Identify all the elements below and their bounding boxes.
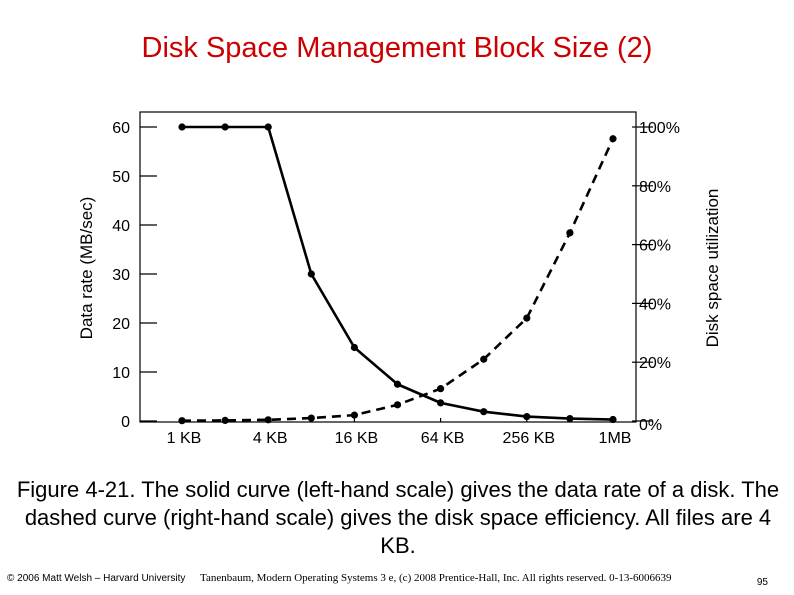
right-tick-label: 80% xyxy=(639,179,671,196)
data-point xyxy=(437,385,445,393)
chart: 0 10 20 30 40 50 60 0% 20% 40% 60% 80% 100% 1 KB 4 K… xyxy=(77,111,722,447)
left-tick-label: 30 xyxy=(112,267,130,284)
data-point xyxy=(566,414,574,423)
x-tick-label: 1MB xyxy=(599,430,632,447)
data-point xyxy=(609,135,617,143)
data-point xyxy=(307,414,315,422)
data-point xyxy=(437,399,445,407)
series-data-rate xyxy=(178,123,617,424)
plot-frame xyxy=(139,111,637,423)
left-tick-label: 10 xyxy=(112,365,130,382)
x-axis-ticks: 1 KB 4 KB 16 KB 64 KB 256 KB 1MB xyxy=(167,418,632,447)
left-tick-label: 50 xyxy=(112,169,130,186)
utilization-line xyxy=(181,138,615,423)
right-tick-label: 0% xyxy=(639,417,662,434)
y-axis-label-left: Data rate (MB/sec) xyxy=(77,197,96,340)
data-point xyxy=(566,229,574,237)
figure-caption: Figure 4-21. The solid curve (left-hand … xyxy=(16,477,780,558)
data-point xyxy=(350,343,358,352)
series-space-utilization xyxy=(178,135,617,425)
data-point xyxy=(264,123,272,131)
x-tick-label: 4 KB xyxy=(253,430,288,447)
right-tick-label: 20% xyxy=(639,355,671,372)
data-point xyxy=(178,123,186,131)
right-tick-label: 60% xyxy=(639,238,671,255)
x-tick-label: 1 KB xyxy=(167,430,202,447)
left-tick-label: 0 xyxy=(121,414,130,431)
series-layer xyxy=(178,123,617,425)
data-point xyxy=(609,415,617,424)
left-tick-label: 60 xyxy=(112,120,130,137)
right-tick-label: 100% xyxy=(639,120,680,137)
footer-credit: Tanenbaum, Modern Operating Systems 3 e,… xyxy=(200,572,672,584)
data-point xyxy=(350,411,358,419)
data-point xyxy=(221,123,229,131)
data-point xyxy=(523,412,531,421)
y-axis-label-right: Disk space utilization xyxy=(703,189,722,348)
data-point xyxy=(393,401,402,409)
data-point xyxy=(523,314,531,322)
data-point xyxy=(264,416,272,424)
left-tick-label: 20 xyxy=(112,316,130,333)
data-point xyxy=(221,416,229,425)
data-point xyxy=(480,355,488,363)
left-axis-ticks: 0 10 20 30 40 50 60 xyxy=(112,120,157,431)
right-axis-ticks: 0% 20% 40% 60% 80% 100% xyxy=(632,120,680,434)
x-tick-label: 64 KB xyxy=(421,430,465,447)
data-point xyxy=(307,270,315,278)
plot-border xyxy=(139,111,637,423)
x-tick-label: 256 KB xyxy=(503,430,555,447)
slide-title: Disk Space Management Block Size (2) xyxy=(141,32,653,64)
data-point xyxy=(393,380,402,388)
footer-copyright: © 2006 Matt Welsh – Harvard University xyxy=(7,573,186,584)
data-point xyxy=(178,417,186,425)
data-point xyxy=(480,408,488,416)
x-tick-label: 16 KB xyxy=(335,430,379,447)
left-tick-label: 40 xyxy=(112,218,130,235)
page-number: 95 xyxy=(756,577,768,588)
right-tick-label: 40% xyxy=(639,296,671,313)
